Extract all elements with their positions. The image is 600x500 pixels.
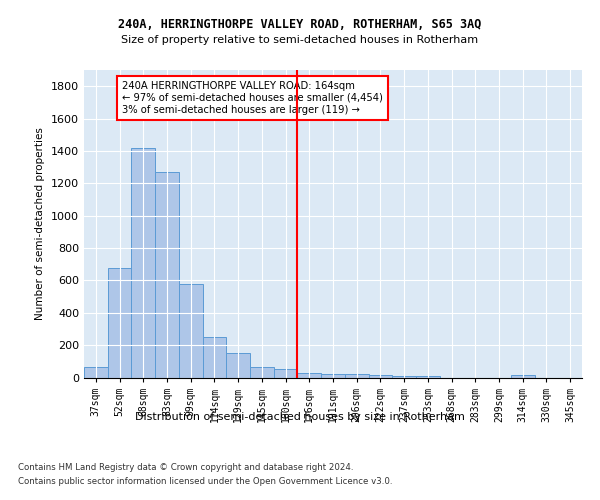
Bar [108,268,131,378]
Bar [416,376,440,378]
Bar [155,172,179,378]
Bar [250,367,274,378]
Bar [131,148,155,378]
Text: Contains public sector information licensed under the Open Government Licence v3: Contains public sector information licen… [18,478,392,486]
Text: 240A HERRINGTHORPE VALLEY ROAD: 164sqm
← 97% of semi-detached houses are smaller: 240A HERRINGTHORPE VALLEY ROAD: 164sqm ←… [122,82,383,114]
Bar [392,376,416,378]
Bar [274,368,298,378]
Y-axis label: Number of semi-detached properties: Number of semi-detached properties [35,128,46,320]
Text: 240A, HERRINGTHORPE VALLEY ROAD, ROTHERHAM, S65 3AQ: 240A, HERRINGTHORPE VALLEY ROAD, ROTHERH… [118,18,482,30]
Bar [84,367,108,378]
Bar [345,374,368,378]
Bar [179,284,203,378]
Text: Distribution of semi-detached houses by size in Rotherham: Distribution of semi-detached houses by … [135,412,465,422]
Text: Contains HM Land Registry data © Crown copyright and database right 2024.: Contains HM Land Registry data © Crown c… [18,462,353,471]
Bar [511,375,535,378]
Bar [321,374,345,378]
Bar [368,374,392,378]
Bar [298,372,321,378]
Text: Size of property relative to semi-detached houses in Rotherham: Size of property relative to semi-detach… [121,35,479,45]
Bar [203,337,226,378]
Bar [226,353,250,378]
